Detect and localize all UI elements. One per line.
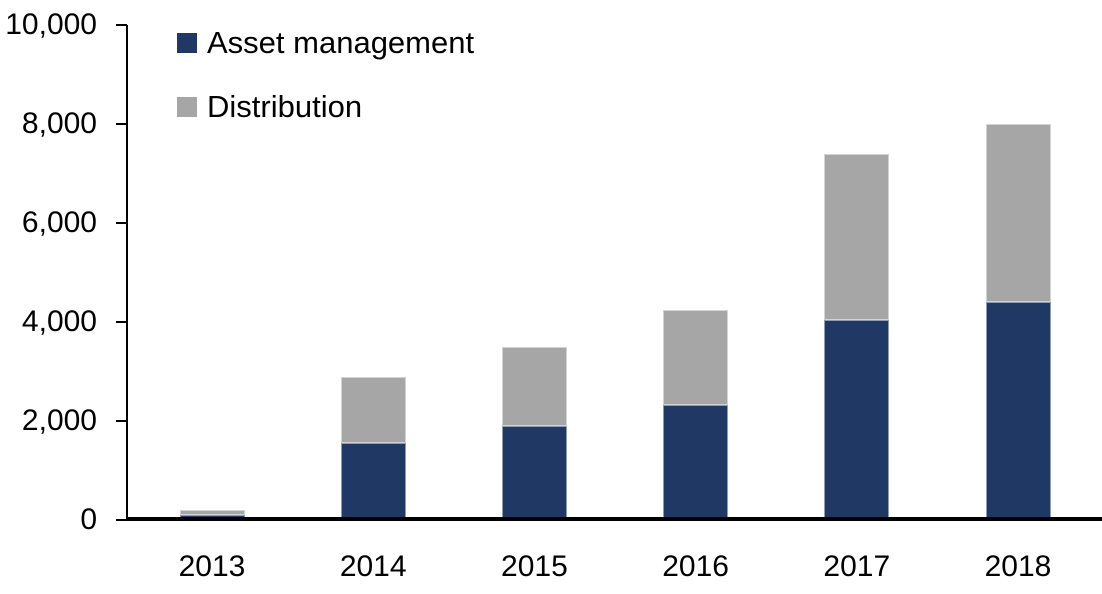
- y-axis-tick: [116, 123, 127, 125]
- bar-asset-management-2018: [985, 302, 1051, 520]
- y-axis-line: [126, 25, 128, 521]
- bar-distribution-2013: [179, 510, 245, 516]
- y-axis-tick: [116, 222, 127, 224]
- legend-label-distribution: Distribution: [207, 89, 363, 124]
- x-axis-label-2017: 2017: [823, 550, 891, 583]
- x-axis-label-2014: 2014: [339, 550, 407, 583]
- y-axis-tick-label: 6,000: [21, 206, 97, 239]
- y-axis-tick-label: 2,000: [21, 404, 97, 437]
- bar-distribution-2016: [663, 309, 729, 406]
- legend-item-asset-management: Asset management: [177, 27, 474, 59]
- bar-asset-management-2015: [501, 425, 567, 520]
- bar-distribution-2018: [985, 124, 1051, 303]
- bar-asset-management-2016: [663, 405, 729, 520]
- bar-asset-management-2014: [340, 443, 406, 520]
- x-axis-line: [126, 517, 1102, 521]
- y-axis-tick-label: 8,000: [21, 107, 97, 140]
- legend-swatch-asset-management-icon: [177, 33, 197, 53]
- y-axis-tick-label: 0: [80, 503, 97, 536]
- y-axis-tick-label: 10,000: [5, 8, 97, 41]
- x-axis-label-2013: 2013: [178, 550, 246, 583]
- bar-asset-management-2017: [824, 319, 890, 520]
- chart-legend: Asset management Distribution: [177, 27, 474, 123]
- bar-distribution-2017: [824, 153, 890, 320]
- y-axis-tick: [116, 24, 127, 26]
- y-axis-tick: [116, 321, 127, 323]
- legend-swatch-distribution-icon: [177, 97, 197, 117]
- legend-item-distribution: Distribution: [177, 91, 474, 123]
- y-axis-tick: [116, 420, 127, 422]
- y-axis-tick: [116, 519, 127, 521]
- bar-distribution-2015: [501, 346, 567, 426]
- legend-label-asset-management: Asset management: [207, 25, 475, 60]
- y-axis-tick-label: 4,000: [21, 305, 97, 338]
- bar-distribution-2014: [340, 377, 406, 444]
- x-axis-label-2016: 2016: [662, 550, 729, 583]
- x-axis-label-2018: 2018: [984, 550, 1052, 583]
- x-axis-label-2015: 2015: [501, 550, 568, 583]
